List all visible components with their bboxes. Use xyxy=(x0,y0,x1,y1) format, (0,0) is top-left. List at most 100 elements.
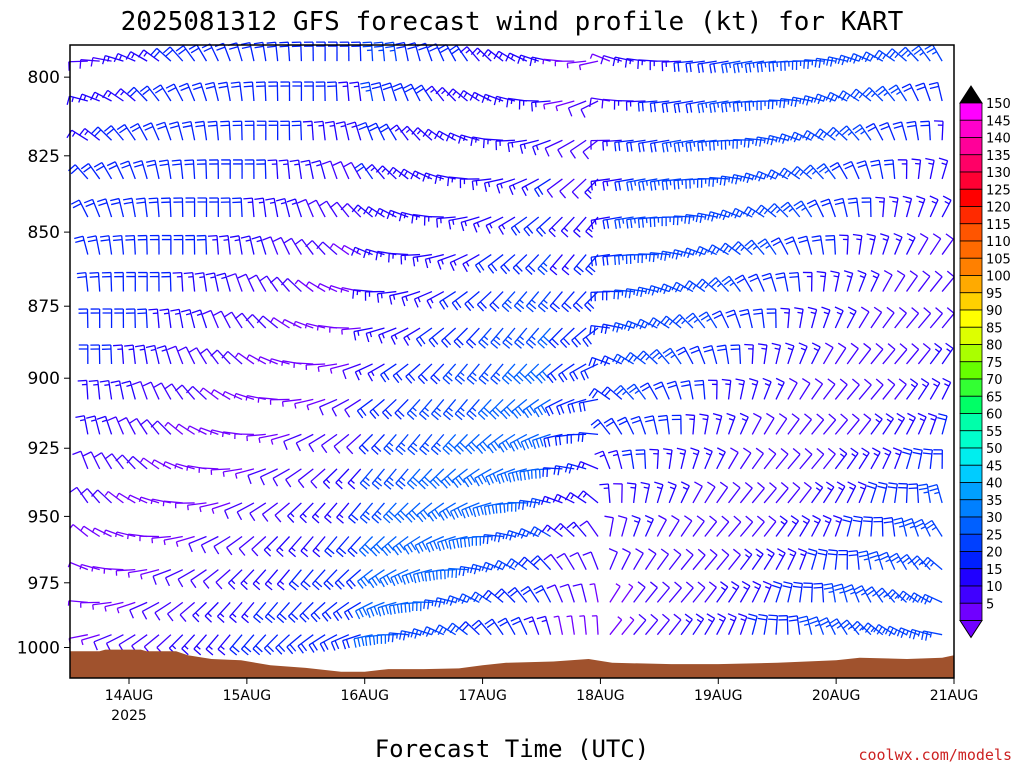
colorbar-swatch xyxy=(959,119,983,138)
wind-barb-flag xyxy=(205,85,215,90)
wind-barb-flag xyxy=(828,413,837,421)
wind-barb-flag xyxy=(457,507,463,517)
wind-barb-flag xyxy=(788,207,794,213)
wind-barb-flag xyxy=(850,447,859,454)
wind-barb-flag xyxy=(858,550,868,554)
wind-barb-flag xyxy=(360,578,367,587)
wind-barb-staff xyxy=(834,384,848,400)
wind-barb-flag xyxy=(857,269,867,275)
wind-barb-flag xyxy=(255,645,263,653)
wind-barb-flag xyxy=(602,141,605,151)
wind-barb-flag xyxy=(695,213,699,223)
wind-barb-flag xyxy=(472,223,478,233)
wind-barb-staff xyxy=(76,487,89,504)
wind-barb-flag xyxy=(938,413,948,417)
wind-barb-flag xyxy=(513,305,522,313)
wind-barb-flag xyxy=(465,446,473,455)
wind-barb-staff xyxy=(94,415,101,435)
wind-barb-flag xyxy=(262,236,271,241)
wind-barb-flag xyxy=(493,440,501,449)
wind-barb-flag xyxy=(538,226,546,235)
wind-barb-flag xyxy=(180,86,190,92)
wind-barb-staff xyxy=(167,309,172,329)
wind-barb-flag xyxy=(709,548,718,556)
wind-barb-flag xyxy=(415,172,419,178)
wind-barb-flag xyxy=(145,344,155,349)
wind-barb-flag xyxy=(562,337,571,346)
wind-barb-flag xyxy=(520,529,526,539)
wind-barb-flag xyxy=(744,548,753,555)
wind-barb-staff xyxy=(133,86,148,102)
wind-barb-staff xyxy=(941,312,955,329)
wind-barb-flag xyxy=(880,233,889,238)
wind-barb-staff xyxy=(241,601,255,618)
wind-barb-flag xyxy=(747,242,755,250)
wind-barb-flag xyxy=(113,238,123,242)
wind-barb-flag xyxy=(808,202,818,209)
wind-barb-flag xyxy=(251,548,259,557)
wind-barb-flag xyxy=(690,349,700,354)
wind-barb-flag xyxy=(112,234,122,238)
wind-barb-flag xyxy=(665,103,669,113)
wind-barb-staff xyxy=(733,60,753,65)
wind-barb-flag xyxy=(400,603,403,613)
wind-barb-staff xyxy=(438,130,456,141)
wind-barb-staff xyxy=(537,291,552,307)
wind-barb-staff xyxy=(775,382,785,400)
wind-barb-flag xyxy=(294,279,299,285)
wind-barb-flag xyxy=(409,410,418,418)
wind-barb-flag xyxy=(394,575,399,585)
wind-barb-flag xyxy=(421,479,429,487)
wind-barb-staff xyxy=(704,451,713,470)
wind-barb-flag xyxy=(908,238,914,242)
wind-barb-flag xyxy=(614,255,616,265)
wind-barb-staff xyxy=(140,569,160,576)
wind-barb-flag xyxy=(231,613,237,618)
wind-barb-flag xyxy=(853,585,863,591)
wind-barb-staff xyxy=(114,161,125,180)
wind-barb-flag xyxy=(278,644,286,652)
wind-barb-staff xyxy=(607,483,611,503)
wind-barb-flag xyxy=(521,187,527,197)
wind-barb-staff xyxy=(917,198,926,218)
wind-barb-staff xyxy=(917,450,923,470)
wind-barb-flag xyxy=(925,631,929,641)
wind-barb-staff xyxy=(69,634,88,639)
wind-barb-flag xyxy=(709,64,712,74)
wind-barb-flag xyxy=(409,445,418,453)
wind-barb-flag xyxy=(477,412,486,420)
wind-barb-flag xyxy=(675,316,683,325)
wind-barb-flag xyxy=(458,134,462,144)
wind-barb-flag xyxy=(449,596,455,606)
wind-barb-staff xyxy=(778,237,789,255)
wind-barb-flag xyxy=(294,163,300,166)
wind-barb-staff xyxy=(294,198,303,218)
wind-barb-staff xyxy=(236,502,255,513)
wind-barb-staff xyxy=(626,216,646,221)
wind-barb-staff xyxy=(680,450,687,470)
wind-barb-flag xyxy=(83,95,87,101)
wind-barb-flag xyxy=(875,343,884,350)
wind-barb-flag xyxy=(308,199,317,205)
wind-barb-flag xyxy=(569,552,579,558)
wind-barb-flag xyxy=(673,62,676,72)
wind-barb-flag xyxy=(194,120,204,124)
wind-barb-staff xyxy=(333,433,350,447)
wind-barb-staff xyxy=(905,417,916,435)
wind-barb-flag xyxy=(828,590,834,594)
wind-barb-flag xyxy=(362,607,368,616)
wind-barb-flag xyxy=(876,626,883,635)
wind-barb-staff xyxy=(385,123,397,141)
wind-barb-flag xyxy=(663,318,670,326)
wind-barb-flag xyxy=(705,141,707,147)
wind-barb-flag xyxy=(378,123,387,130)
wind-barb-staff xyxy=(297,279,314,293)
wind-barb-staff xyxy=(142,601,160,613)
wind-barb-staff xyxy=(226,535,243,549)
wind-barb-staff xyxy=(792,236,801,255)
wind-barb-flag xyxy=(822,96,826,102)
wind-barb-flag xyxy=(917,412,927,418)
wind-barb-flag xyxy=(469,92,475,101)
wind-barb-flag xyxy=(592,358,597,368)
wind-barb-staff xyxy=(213,535,231,547)
